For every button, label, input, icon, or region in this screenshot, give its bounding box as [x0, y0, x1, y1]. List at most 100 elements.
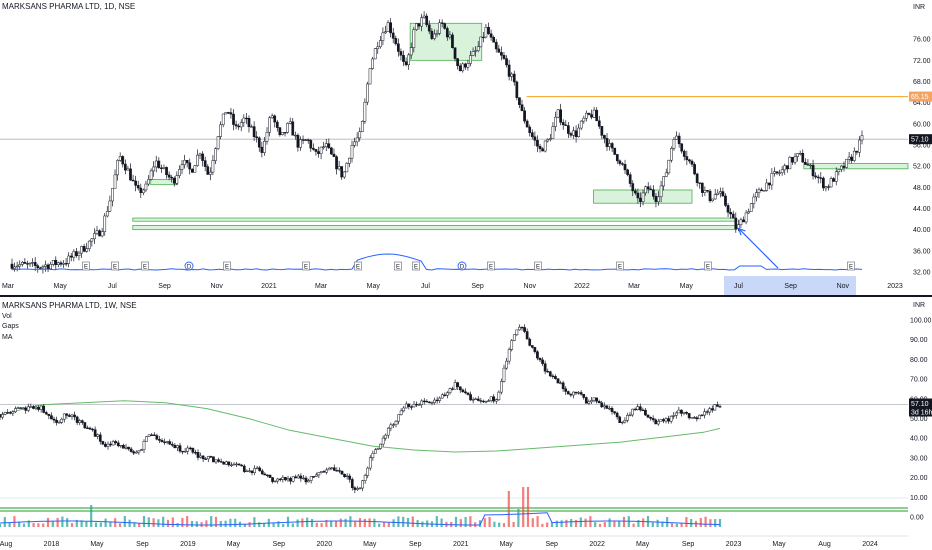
daily-candle-body	[54, 259, 58, 266]
daily-candle-body	[342, 171, 346, 178]
marker-letter: D	[460, 264, 465, 270]
weekly-candle-body	[317, 472, 321, 476]
daily-candle-body	[633, 190, 637, 194]
weekly-candle-body	[176, 445, 179, 449]
weekly-candle-body	[399, 410, 403, 416]
daily-x-tick: Jul	[108, 283, 117, 290]
daily-candle-body	[360, 121, 364, 133]
daily-candle-body	[536, 140, 539, 147]
earnings-marker[interactable]: E	[141, 261, 149, 271]
weekly-x-axis[interactable]: Aug 2018 May Sep 2019 May Sep 2020 May Sep 2021 May…	[0, 541, 878, 548]
weekly-candle-body	[518, 326, 521, 331]
daily-candle-body	[188, 162, 192, 170]
weekly-volume-bar	[13, 516, 16, 527]
daily-candle-body	[301, 139, 305, 141]
weekly-candle-body	[482, 400, 485, 403]
daily-candle-body	[528, 126, 532, 133]
weekly-volume-bar	[579, 517, 582, 527]
weekly-candle-body	[692, 417, 696, 419]
daily-candle-body	[837, 169, 841, 173]
daily-candle-body	[533, 136, 537, 141]
earnings-marker[interactable]: E	[412, 261, 420, 271]
daily-candle-body	[260, 146, 264, 153]
daily-candle-body	[670, 148, 673, 161]
daily-candle-body	[427, 24, 431, 32]
daily-candle-body	[628, 174, 632, 184]
daily-candle-body	[780, 169, 784, 174]
weekly-volume-bar	[661, 521, 664, 527]
daily-candle-body	[672, 139, 676, 149]
daily-candle-body	[18, 264, 22, 267]
weekly-volume-bar	[709, 519, 712, 527]
earnings-marker[interactable]: E	[223, 261, 231, 271]
earnings-marker[interactable]: E	[704, 261, 712, 271]
daily-candle-body	[567, 125, 570, 134]
weekly-candle-body	[638, 406, 642, 411]
daily-candle-body	[10, 263, 14, 269]
weekly-candle-body	[392, 424, 395, 426]
dividend-marker[interactable]: D	[184, 261, 194, 271]
earnings-marker[interactable]: E	[111, 261, 119, 271]
earnings-marker[interactable]: E	[82, 261, 90, 271]
weekly-candle-body	[566, 391, 570, 395]
weekly-volume-bar	[570, 518, 573, 527]
indicator-gaps[interactable]: Gaps	[2, 323, 19, 330]
earnings-marker[interactable]: E	[616, 261, 624, 271]
weekly-candle-body	[312, 476, 316, 478]
daily-candle-body	[453, 47, 457, 59]
weekly-candle-body	[515, 329, 519, 335]
daily-candle-body	[59, 262, 63, 265]
earnings-marker[interactable]: E	[487, 261, 495, 271]
earnings-marker[interactable]: E	[534, 261, 542, 271]
weekly-candle-body	[281, 477, 285, 480]
indicator-ma[interactable]: MA	[2, 334, 13, 341]
weekly-volume-bar	[704, 516, 707, 527]
daily-chart-pane[interactable]: E E E D E E E E E D E E E E E MARKSANS PHARMA LTD, 1D,…	[0, 0, 932, 297]
weekly-volume-bar	[565, 519, 568, 527]
earnings-marker[interactable]: E	[354, 261, 362, 271]
weekly-volume-bar	[603, 522, 606, 527]
earnings-marker-box	[534, 261, 542, 271]
earnings-marker[interactable]: E	[847, 261, 855, 271]
weekly-volume-bar	[378, 523, 381, 527]
indicator-vol[interactable]: Vol	[2, 313, 12, 320]
daily-candle-body	[309, 140, 313, 149]
daily-y-axis[interactable]: 76.00 72.00 68.00 64.00 60.00 56.00 52.00 48.00…	[913, 37, 931, 277]
daily-candle-body	[451, 34, 454, 48]
weekly-last-price-tag: 57.10	[911, 401, 929, 408]
daily-candle-body	[348, 157, 351, 164]
dividend-marker[interactable]: D	[457, 261, 467, 271]
weekly-y-axis[interactable]: 100.0090.0080.0070.0060.0050.0040.0030.0…	[910, 318, 932, 522]
daily-currency-label: INR	[913, 4, 925, 11]
weekly-candle-body	[656, 421, 660, 425]
weekly-volume-bar	[512, 521, 515, 527]
daily-candle-body	[711, 198, 714, 202]
weekly-candle-body	[451, 388, 454, 390]
daily-candle-body	[13, 266, 16, 269]
daily-candle-body	[136, 185, 140, 189]
earnings-marker[interactable]: E	[302, 261, 310, 271]
daily-candle-body	[551, 126, 555, 139]
weekly-volume-bar	[622, 516, 626, 527]
weekly-candle-body	[541, 359, 544, 364]
weekly-candle-body	[415, 403, 418, 406]
weekly-candle-body	[664, 418, 668, 422]
daily-candle-body	[662, 176, 666, 187]
daily-x-axis[interactable]: Mar May Jul Sep Nov 2021 Mar May Jul Sep Nov 2022 Ma…	[2, 283, 903, 290]
daily-candle-body	[26, 263, 29, 265]
daily-candle-body	[165, 167, 168, 176]
daily-candle-body	[397, 43, 400, 52]
weekly-candle-body	[649, 416, 652, 419]
daily-candle-body	[363, 101, 367, 122]
daily-candle-body	[438, 22, 441, 34]
weekly-candle-body	[147, 434, 151, 437]
earnings-marker[interactable]: E	[394, 261, 402, 271]
daily-candle-body	[554, 116, 557, 127]
weekly-candle-body	[574, 391, 578, 394]
daily-candle-body	[489, 33, 493, 38]
weekly-candle-body	[525, 331, 529, 340]
weekly-volume-bar	[330, 521, 333, 527]
weekly-chart-pane[interactable]: MARKSANS PHARMA LTD, 1W, NSE Vol Gaps MA…	[0, 301, 932, 548]
weekly-x-tick: Aug	[0, 541, 12, 548]
daily-candle-body	[845, 159, 848, 168]
